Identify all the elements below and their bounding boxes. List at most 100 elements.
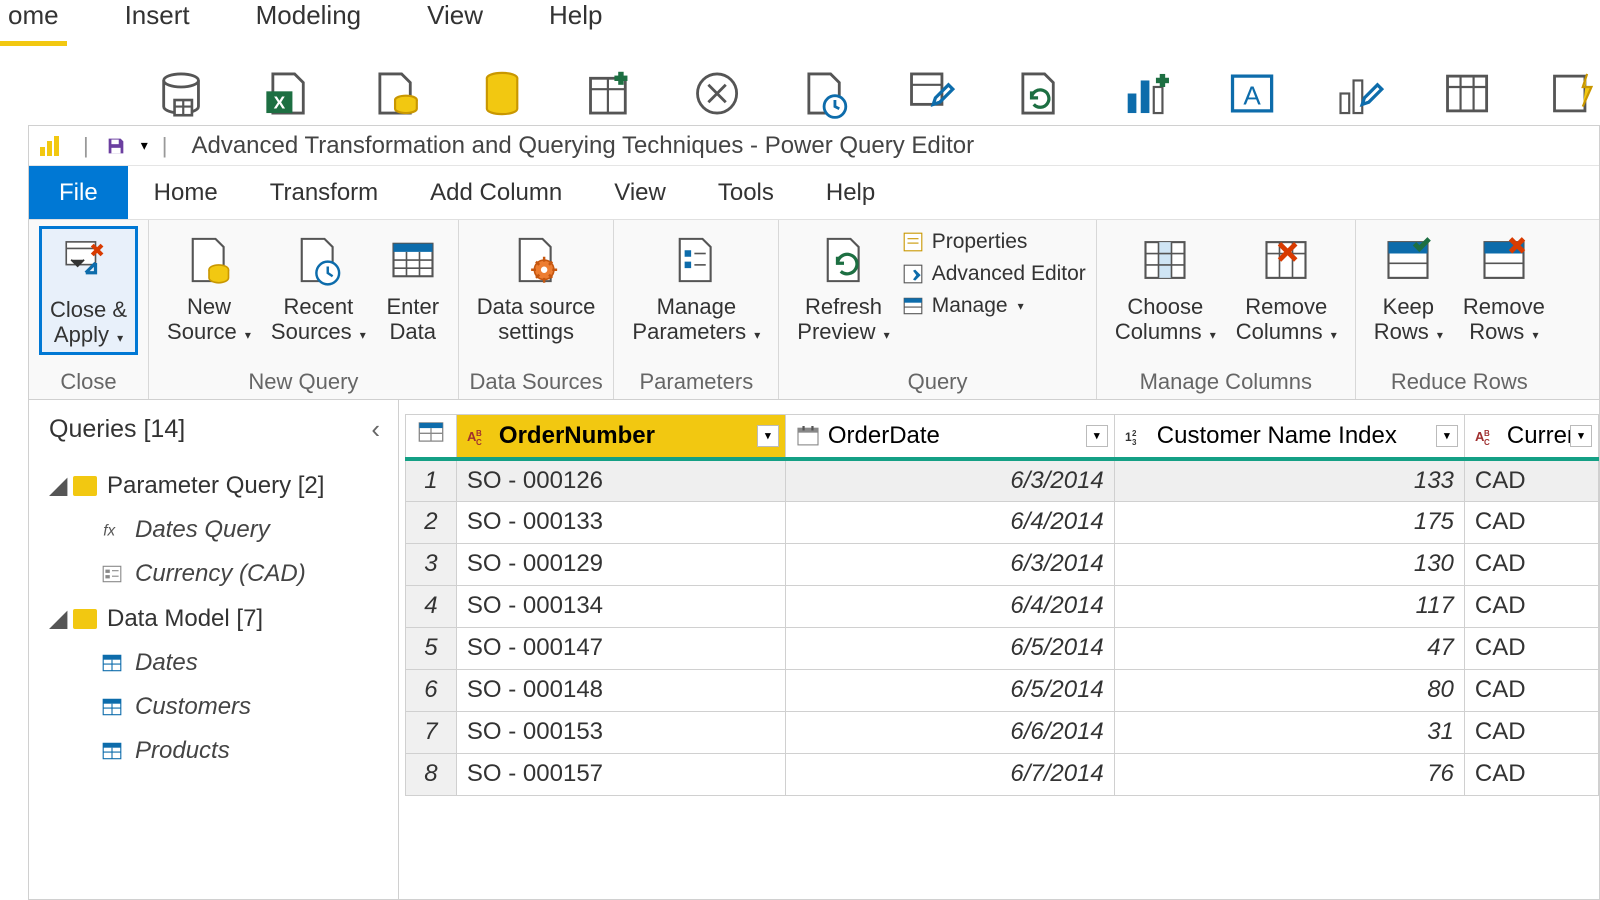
manage-query-button[interactable]: Manage ▾ [902,294,1086,318]
data-cell[interactable]: 31 [1114,711,1464,753]
ribbon-tab-view[interactable]: View [588,166,692,219]
remove-rows-button[interactable]: Remove Rows ▾ [1455,226,1553,349]
grid-corner-cell[interactable] [406,415,457,459]
data-cell[interactable]: CAD [1464,711,1598,753]
advanced-editor-button[interactable]: Advanced Editor [902,262,1086,286]
table-row[interactable]: 8SO - 0001576/7/201476CAD [406,753,1599,795]
queries-collapse-icon[interactable]: ‹ [371,414,380,445]
column-filter-dropdown[interactable]: ▾ [1086,425,1108,447]
bg-sql-icon [369,66,421,121]
data-cell[interactable]: CAD [1464,669,1598,711]
qat-dropdown-icon[interactable]: ▾ [141,137,148,154]
keep-rows-button[interactable]: Keep Rows ▾ [1366,226,1451,349]
ribbon-tab-file[interactable]: File [29,166,128,219]
row-number-cell[interactable]: 1 [406,459,457,502]
bg-tab-modeling[interactable]: Modeling [248,0,370,46]
bg-tab-home[interactable]: ome [0,0,67,46]
remove-columns-button[interactable]: Remove Columns ▾ [1228,226,1345,349]
bg-tab-view[interactable]: View [419,0,491,46]
data-cell[interactable]: 6/6/2014 [785,711,1114,753]
data-cell[interactable]: 6/4/2014 [785,585,1114,627]
bg-tab-insert[interactable]: Insert [117,0,198,46]
data-cell[interactable]: SO - 000157 [456,753,785,795]
ribbon-group-new-query: New Source ▾ Recent Sources ▾ Enter Data… [149,220,459,399]
data-cell[interactable]: 76 [1114,753,1464,795]
row-number-cell[interactable]: 4 [406,585,457,627]
column-header[interactable]: 123Customer Name Index▾ [1114,415,1464,459]
data-cell[interactable]: 6/5/2014 [785,669,1114,711]
column-filter-dropdown[interactable]: ▾ [1436,425,1458,447]
table-row[interactable]: 7SO - 0001536/6/201431CAD [406,711,1599,753]
table-row[interactable]: 3SO - 0001296/3/2014130CAD [406,543,1599,585]
recent-sources-button[interactable]: Recent Sources ▾ [263,226,374,349]
table-row[interactable]: 1SO - 0001266/3/2014133CAD [406,459,1599,502]
data-cell[interactable]: CAD [1464,501,1598,543]
data-cell[interactable]: SO - 000153 [456,711,785,753]
data-cell[interactable]: CAD [1464,585,1598,627]
row-number-cell[interactable]: 2 [406,501,457,543]
query-item[interactable]: Customers [49,685,388,729]
choose-columns-button[interactable]: Choose Columns ▾ [1107,226,1224,349]
data-cell[interactable]: SO - 000126 [456,459,785,502]
row-number-cell[interactable]: 5 [406,627,457,669]
manage-parameters-button[interactable]: Manage Parameters ▾ [624,226,768,349]
row-number-cell[interactable]: 3 [406,543,457,585]
query-item[interactable]: Products [49,729,388,773]
data-cell[interactable]: CAD [1464,627,1598,669]
query-item[interactable]: fxDates Query [49,508,388,552]
data-source-settings-label: Data source settings [477,294,596,345]
row-number-cell[interactable]: 7 [406,711,457,753]
row-number-cell[interactable]: 6 [406,669,457,711]
data-cell[interactable]: CAD [1464,459,1598,502]
data-cell[interactable]: 6/4/2014 [785,501,1114,543]
data-source-settings-button[interactable]: Data source settings [469,226,604,349]
ribbon-tab-home[interactable]: Home [128,166,244,219]
data-cell[interactable]: 6/3/2014 [785,543,1114,585]
data-cell[interactable]: SO - 000148 [456,669,785,711]
bg-tab-help[interactable]: Help [541,0,610,46]
query-item[interactable]: Currency (CAD) [49,552,388,596]
table-row[interactable]: 6SO - 0001486/5/201480CAD [406,669,1599,711]
data-cell[interactable]: CAD [1464,753,1598,795]
refresh-preview-button[interactable]: Refresh Preview ▾ [789,226,897,349]
data-cell[interactable]: 130 [1114,543,1464,585]
ribbon-tab-help[interactable]: Help [800,166,901,219]
ribbon-tab-add-column[interactable]: Add Column [404,166,588,219]
data-cell[interactable]: 133 [1114,459,1464,502]
query-item[interactable]: Dates [49,641,388,685]
column-filter-dropdown[interactable]: ▾ [757,425,779,447]
query-folder[interactable]: ◢Parameter Query [2] [49,463,388,508]
data-cell[interactable]: SO - 000133 [456,501,785,543]
ribbon-group-new-query-label: New Query [159,367,448,397]
column-filter-dropdown[interactable]: ▾ [1570,425,1592,447]
ribbon-tab-transform[interactable]: Transform [244,166,404,219]
column-header[interactable]: OrderDate▾ [785,415,1114,459]
data-cell[interactable]: 6/7/2014 [785,753,1114,795]
query-folder[interactable]: ◢Data Model [7] [49,596,388,641]
column-header[interactable]: ABCCurren▾ [1464,415,1598,459]
data-cell[interactable]: SO - 000147 [456,627,785,669]
save-icon[interactable] [105,135,127,157]
data-cell[interactable]: 175 [1114,501,1464,543]
properties-button[interactable]: Properties [902,230,1086,254]
data-cell[interactable]: 117 [1114,585,1464,627]
data-cell[interactable]: CAD [1464,543,1598,585]
data-cell[interactable]: 80 [1114,669,1464,711]
data-cell[interactable]: 47 [1114,627,1464,669]
svg-text:C: C [476,438,482,446]
data-cell[interactable]: 6/5/2014 [785,627,1114,669]
new-source-button[interactable]: New Source ▾ [159,226,259,349]
row-number-cell[interactable]: 8 [406,753,457,795]
table-row[interactable]: 4SO - 0001346/4/2014117CAD [406,585,1599,627]
svg-text:C: C [1484,438,1490,446]
table-row[interactable]: 2SO - 0001336/4/2014175CAD [406,501,1599,543]
ribbon-group-close: Close & Apply ▾ Close [29,220,149,399]
close-apply-button[interactable]: Close & Apply ▾ [39,226,138,355]
enter-data-button[interactable]: Enter Data [378,226,448,349]
column-header[interactable]: ABCOrderNumber▾ [456,415,785,459]
data-cell[interactable]: SO - 000134 [456,585,785,627]
ribbon-tab-tools[interactable]: Tools [692,166,800,219]
data-cell[interactable]: SO - 000129 [456,543,785,585]
table-row[interactable]: 5SO - 0001476/5/201447CAD [406,627,1599,669]
data-cell[interactable]: 6/3/2014 [785,459,1114,502]
